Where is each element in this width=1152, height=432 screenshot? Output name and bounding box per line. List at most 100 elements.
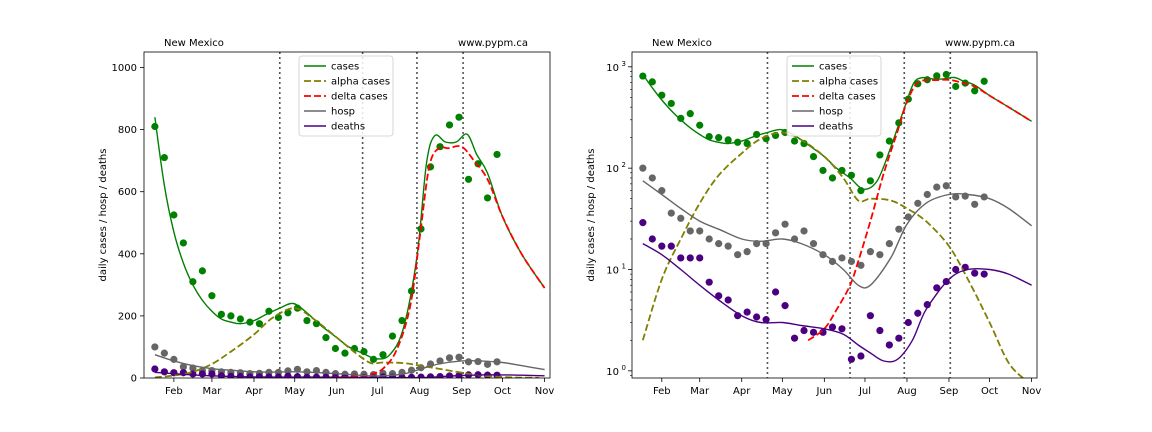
data-point (933, 284, 941, 292)
data-point (379, 351, 387, 359)
chart-title-right: www.pypm.ca (458, 38, 528, 49)
data-point (179, 239, 187, 247)
data-point (217, 310, 225, 318)
data-point (160, 153, 168, 162)
data-point (838, 166, 846, 175)
x-tick-label: Jun (816, 386, 833, 397)
data-point (743, 248, 751, 256)
data-point (847, 355, 856, 363)
data-point (236, 315, 245, 323)
y-tick-label: 10 (606, 164, 619, 175)
data-point (715, 240, 723, 248)
data-point (639, 164, 647, 172)
data-point (303, 316, 311, 325)
data-point (322, 334, 330, 342)
legend-label: deaths (331, 122, 365, 133)
data-point (971, 87, 979, 95)
series-line-deaths (642, 242, 1032, 363)
data-point (800, 227, 808, 235)
y-tick-label: 600 (118, 187, 137, 198)
legend-label: cases (819, 62, 847, 73)
x-tick-label: Feb (165, 386, 183, 397)
data-point (255, 320, 264, 328)
y-tick-label: 10 (606, 367, 619, 378)
data-point (170, 211, 178, 219)
x-tick-label: Apr (245, 386, 263, 397)
data-point (312, 320, 321, 328)
x-tick-label: Aug (410, 386, 430, 397)
chart-panel-1: Feb Mar Apr May Jun Jul Aug Sep Oct Nov 0 200 400 600… (98, 38, 554, 397)
points-cases (151, 113, 501, 363)
data-point (677, 214, 685, 222)
series-line-cases (154, 117, 546, 360)
legend-label: delta cases (331, 92, 388, 103)
series-line-delta-cases (807, 78, 1033, 342)
data-point (639, 219, 647, 227)
data-point (445, 121, 454, 129)
data-point (696, 227, 704, 235)
y-tick-label: 10 (606, 266, 619, 277)
data-point (819, 166, 827, 175)
y-tick-label: 10 (606, 63, 619, 74)
legend-box (786, 55, 882, 137)
data-point (743, 139, 751, 148)
y-tick-exponent: 3 (622, 60, 626, 68)
data-point (857, 261, 865, 269)
legend-label: deaths (819, 122, 853, 133)
data-point (838, 254, 846, 262)
legend-label: hosp (819, 107, 843, 118)
axes-frame (631, 51, 1038, 379)
legend-label: hosp (331, 107, 355, 118)
data-point (828, 174, 837, 182)
data-point (895, 334, 903, 342)
y-axis-label: daily cases / hosp / deaths (98, 149, 109, 282)
data-point (895, 225, 903, 233)
data-point (885, 341, 893, 349)
x-tick-label: Jul (858, 386, 871, 397)
data-point (724, 296, 732, 304)
x-tick-label: Oct (494, 386, 511, 397)
x-tick-label: Sep (452, 386, 471, 397)
legend-label: alpha cases (331, 77, 390, 88)
data-point (284, 367, 292, 375)
x-tick-label: May (772, 386, 793, 397)
legend-label: alpha cases (819, 77, 878, 88)
data-point (724, 242, 732, 250)
y-tick-label: 800 (118, 125, 137, 136)
plot-area (151, 113, 546, 378)
data-point (483, 360, 492, 368)
data-point (734, 251, 742, 259)
data-point (455, 113, 463, 121)
data-point (208, 292, 216, 300)
data-point (686, 110, 694, 118)
data-point (866, 248, 874, 256)
data-point (648, 78, 656, 86)
x-tick-label: Aug (897, 386, 917, 397)
data-point (705, 235, 713, 243)
data-point (933, 183, 941, 191)
x-tick-label: Apr (733, 386, 751, 397)
data-point (696, 121, 704, 129)
data-point (198, 267, 206, 275)
data-point (762, 316, 770, 324)
data-point (483, 194, 492, 202)
data-point (445, 354, 454, 362)
data-point (942, 70, 950, 79)
points-cases (639, 70, 988, 195)
data-point (914, 199, 922, 207)
x-tick-label: Jul (371, 386, 384, 397)
data-point (474, 160, 482, 168)
y-tick-label: 400 (118, 249, 137, 260)
y-tick-exponent: 2 (622, 161, 626, 169)
data-point (952, 193, 960, 201)
data-point (341, 349, 349, 357)
data-point (753, 313, 761, 321)
data-point (923, 301, 931, 309)
data-point (771, 288, 780, 296)
data-point (493, 150, 501, 159)
data-point (876, 151, 884, 159)
data-point (179, 363, 187, 371)
x-tick-label: Oct (981, 386, 998, 397)
